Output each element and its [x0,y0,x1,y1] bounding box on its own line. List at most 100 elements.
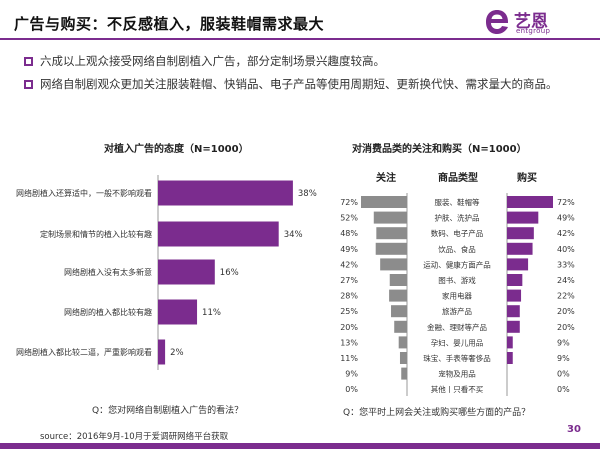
purchase-bar-0 [507,196,553,208]
purchase-bar-4 [507,258,529,271]
left-chart-question: Q：您对网络自制剧植入广告的看法？ [92,406,244,416]
category-label-6: 家用电器 [442,291,472,301]
focus-bar-6 [389,289,407,302]
left-value-label-4: 2% [170,348,184,358]
left-category-label-1: 定制场景和情节的植入比较有趣 [40,229,152,239]
right-chart-question: Q：您平时上网会关注或购买哪些方面的产品？ [343,408,531,418]
purchase-value-label-12: 0% [557,385,570,394]
focus-bar-8 [394,320,407,333]
bullet-square-icon [24,80,33,89]
purchase-value-label-5: 24% [557,276,575,285]
focus-bar-10 [399,352,407,364]
left-value-label-0: 38% [298,189,317,199]
footer-bar [0,443,600,449]
purchase-value-label-1: 49% [557,214,575,223]
title-divider [0,38,600,40]
left-bar-0 [158,180,293,206]
header-category: 商品类型 [438,171,478,184]
purchase-value-label-0: 72% [557,198,575,207]
category-label-5: 图书、游戏 [438,275,476,285]
left-bar-3 [158,299,198,325]
purchase-value-label-2: 42% [557,229,575,238]
left-category-label-3: 网络剧的植入都比较有趣 [64,307,152,317]
source-note: source：2016年9月-10月于爱调研网络平台获取 [40,432,229,442]
focus-value-label-3: 49% [340,245,358,254]
focus-value-label-1: 52% [340,214,358,223]
purchase-value-label-11: 0% [557,370,570,379]
focus-value-label-7: 25% [340,307,358,316]
left-value-label-2: 16% [220,268,239,278]
purchase-bar-9 [507,336,513,349]
bullet-1-text: 六成以上观众接受网络自制剧植入广告，部分定制场景兴趣度较高。 [40,54,385,68]
page-number: 30 [567,424,581,435]
focus-bar-9 [398,336,407,349]
purchase-bar-6 [507,289,522,302]
category-label-11: 宠物及用品 [438,369,476,379]
purchase-bar-2 [507,227,534,240]
category-label-4: 运动、健康方面产品 [423,259,491,269]
focus-bar-11 [401,367,407,380]
purchase-bar-8 [507,320,520,333]
focus-value-label-5: 27% [340,276,358,285]
focus-value-label-6: 28% [340,292,358,301]
focus-value-label-9: 13% [340,338,358,347]
bullet-1: 六成以上观众接受网络自制剧植入广告，部分定制场景兴趣度较高。 [24,53,385,70]
focus-bar-3 [375,242,407,255]
purchase-value-label-4: 33% [557,260,575,269]
bullet-2: 网络自制剧观众更加关注服装鞋帽、快销品、电子产品等使用周期短、更新换代快、需求量… [24,76,580,93]
purchase-value-label-10: 9% [557,354,570,363]
focus-bar-1 [373,211,407,224]
left-chart-title: 对植入广告的态度（N=1000） [104,144,249,155]
purchase-value-label-7: 20% [557,307,575,316]
purchase-bar-5 [507,274,523,286]
left-bar-2 [158,259,215,285]
focus-value-label-2: 48% [340,229,358,238]
left-category-label-2: 网络剧植入没有太多新意 [64,267,152,277]
focus-value-label-0: 72% [340,198,358,207]
focus-value-label-10: 11% [340,354,358,363]
focus-bar-5 [389,274,407,286]
bullet-square-icon [24,57,33,66]
purchase-bar-3 [507,242,533,255]
left-category-label-4: 网络剧植入都比较二逼，严重影响观看 [16,347,152,357]
left-bar-4 [158,339,166,365]
header-purchase: 购买 [517,171,537,184]
focus-bar-4 [380,258,407,271]
focus-value-label-4: 42% [340,260,358,269]
focus-bar-2 [376,227,407,240]
header-focus: 关注 [376,171,396,184]
logo-name: 艺恩 [514,12,548,32]
category-label-12: 其他丨只看不买 [431,384,484,394]
left-category-label-0: 网络剧植入还算适中，一般不影响观看 [16,188,152,198]
focus-bar-0 [361,196,407,208]
purchase-value-label-3: 40% [557,245,575,254]
category-label-10: 珠宝、手表等奢侈品 [423,353,491,363]
focus-value-label-11: 9% [345,370,358,379]
category-label-3: 饮品、食品 [438,244,476,254]
focus-bar-7 [391,305,407,318]
bullet-2-text: 网络自制剧观众更加关注服装鞋帽、快销品、电子产品等使用周期短、更新换代快、需求量… [40,77,558,91]
category-label-1: 护肤、洗护品 [435,213,480,223]
logo-subtitle: entgroup [516,27,551,35]
category-label-0: 服装、鞋帽等 [435,197,480,207]
left-bar-1 [158,221,279,247]
purchase-bar-10 [507,352,513,364]
page-title: 广告与购买：不反感植入，服装鞋帽需求最大 [14,15,325,33]
focus-value-label-8: 20% [340,323,358,332]
logo: 艺恩 entgroup [484,8,588,38]
purchase-value-label-9: 9% [557,338,570,347]
purchase-bar-1 [507,211,539,224]
left-value-label-3: 11% [202,308,221,318]
purchase-value-label-6: 22% [557,292,575,301]
right-chart-title: 对消费品类的关注和购买（N=1000） [352,144,527,155]
left-value-label-1: 34% [284,230,303,240]
category-label-8: 金融、理财等产品 [427,322,487,332]
focus-value-label-12: 0% [345,385,358,394]
purchase-value-label-8: 20% [557,323,575,332]
category-label-9: 孕妇、婴儿用品 [431,337,484,347]
entgroup-logo-icon [486,10,509,34]
category-label-7: 旅游产品 [442,306,472,316]
category-label-2: 数码、电子产品 [431,228,484,238]
purchase-bar-7 [507,305,520,318]
